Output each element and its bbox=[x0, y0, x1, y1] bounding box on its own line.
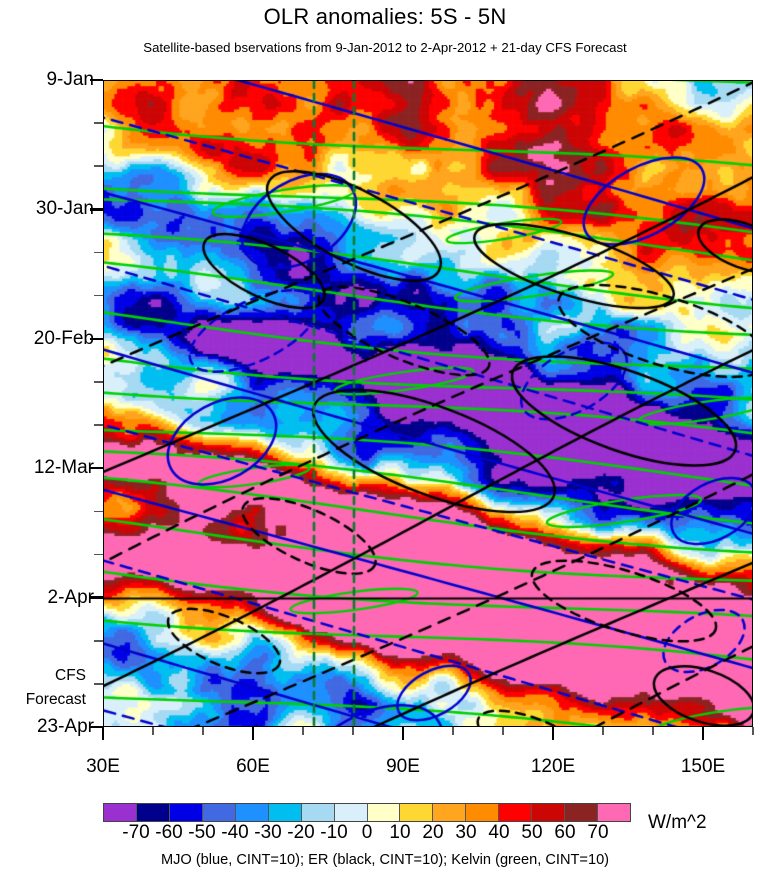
hovmoller-plot-area bbox=[103, 80, 753, 727]
wave-contour-overlay bbox=[104, 81, 752, 726]
colorbar-tick--30: -30 bbox=[254, 822, 282, 843]
colorbar-tick--10: -10 bbox=[320, 822, 348, 843]
y-axis-major-tick bbox=[90, 725, 103, 729]
x-axis-label-60e: 60E bbox=[236, 756, 270, 777]
colorbar-swatch-15 bbox=[598, 804, 630, 821]
colorbar bbox=[103, 803, 631, 822]
y-axis-minor-tick bbox=[94, 294, 103, 297]
colorbar-swatch-5 bbox=[268, 804, 302, 821]
y-axis-labels: 9-Jan 30-Jan 20-Feb 12-Mar 2-Apr 23-Apr CFS For… bbox=[0, 0, 94, 878]
x-axis-label-120e: 120E bbox=[530, 756, 576, 777]
colorbar-swatch-0 bbox=[104, 804, 137, 821]
y-axis-minor-tick bbox=[94, 510, 103, 513]
page-title: OLR anomalies: 5S - 5N bbox=[263, 4, 507, 29]
colorbar-swatch-1 bbox=[136, 804, 170, 821]
colorbar-tick--70: -70 bbox=[122, 822, 150, 843]
colorbar-swatch-13 bbox=[532, 804, 566, 821]
colorbar-swatch-3 bbox=[202, 804, 236, 821]
colorbar-swatch-12 bbox=[499, 804, 533, 821]
colorbar-tick-30: 30 bbox=[455, 822, 477, 843]
x-axis-minor-tick bbox=[352, 727, 354, 735]
colorbar-tick-0: 0 bbox=[361, 822, 373, 843]
colorbar-units-label: W/m^2 bbox=[648, 812, 707, 833]
overlay-legend-caption: MJO (blue, CINT=10); ER (black, CINT=10)… bbox=[160, 852, 610, 868]
colorbar-tick--50: -50 bbox=[188, 822, 216, 843]
y-axis-label-20-feb: 20-Feb bbox=[33, 327, 94, 349]
y-axis-minor-tick bbox=[94, 553, 103, 556]
y-axis-major-tick bbox=[90, 466, 103, 470]
y-axis-minor-tick bbox=[94, 381, 103, 383]
x-axis-major-tick bbox=[251, 727, 255, 740]
colorbar-swatch-14 bbox=[565, 804, 599, 821]
x-axis-minor-tick bbox=[652, 727, 654, 735]
x-axis-label-30e: 30E bbox=[86, 756, 120, 777]
y-axis-label-2-apr: 2-Apr bbox=[47, 586, 94, 608]
x-axis-minor-tick bbox=[202, 727, 204, 735]
colorbar-swatch-11 bbox=[466, 804, 500, 821]
colorbar-tick-50: 50 bbox=[521, 822, 543, 843]
colorbar-swatch-10 bbox=[433, 804, 467, 821]
x-axis-major-tick bbox=[401, 727, 405, 740]
y-axis-minor-tick bbox=[94, 165, 103, 168]
y-axis-label-12-mar: 12-Mar bbox=[33, 457, 94, 479]
y-axis-label-23-apr: 23-Apr bbox=[36, 716, 94, 737]
cfs-forecast-note-line2: Forecast bbox=[25, 691, 86, 708]
y-axis-major-tick bbox=[90, 596, 103, 599]
y-axis-major-tick bbox=[90, 208, 103, 211]
colorbar-tick-60: 60 bbox=[554, 822, 576, 843]
colorbar-swatch-2 bbox=[169, 804, 203, 821]
x-axis-minor-tick bbox=[502, 727, 504, 735]
y-axis-minor-tick bbox=[94, 251, 103, 254]
y-axis-minor-tick bbox=[94, 639, 103, 642]
x-axis-major-tick bbox=[551, 727, 555, 740]
x-axis-label-150e: 150E bbox=[680, 756, 726, 777]
colorbar-tick-40: 40 bbox=[488, 822, 510, 843]
colorbar-swatch-7 bbox=[334, 804, 368, 821]
x-axis-major-tick bbox=[101, 727, 105, 740]
colorbar-tick--40: -40 bbox=[221, 822, 249, 843]
x-axis-minor-tick bbox=[752, 727, 754, 735]
chart-subtitle: Satellite-based bservations from 9-Jan-2… bbox=[143, 40, 627, 55]
colorbar-tick--60: -60 bbox=[155, 822, 183, 843]
colorbar-tick--20: -20 bbox=[287, 822, 315, 843]
colorbar-tick-70: 70 bbox=[587, 822, 609, 843]
y-axis-major-tick bbox=[90, 337, 103, 341]
x-axis-minor-tick bbox=[152, 727, 154, 735]
colorbar-tick-10: 10 bbox=[389, 822, 411, 843]
x-axis-minor-tick bbox=[602, 727, 604, 735]
y-axis-minor-tick bbox=[94, 122, 103, 124]
y-axis-label-9-jan: 9-Jan bbox=[46, 69, 94, 90]
y-axis-major-tick bbox=[90, 78, 103, 82]
colorbar-swatch-6 bbox=[301, 804, 335, 821]
colorbar-tick-20: 20 bbox=[422, 822, 444, 843]
cfs-forecast-note-line1: CFS bbox=[55, 667, 86, 684]
x-axis-label-90e: 90E bbox=[386, 756, 420, 777]
colorbar-swatch-4 bbox=[235, 804, 269, 821]
colorbar-swatch-9 bbox=[400, 804, 434, 821]
y-axis-label-30-jan: 30-Jan bbox=[35, 198, 94, 220]
x-axis-major-tick bbox=[701, 727, 705, 740]
y-axis-minor-tick bbox=[94, 424, 103, 426]
x-axis-minor-tick bbox=[302, 727, 304, 735]
colorbar-tick-labels: -70 -60 -50 -40 -30 -20 -10 0 10 20 30 40 50 60 70 bbox=[103, 822, 631, 846]
colorbar-swatch-8 bbox=[367, 804, 401, 821]
y-axis-minor-tick bbox=[94, 683, 103, 685]
x-axis-minor-tick bbox=[452, 727, 454, 735]
